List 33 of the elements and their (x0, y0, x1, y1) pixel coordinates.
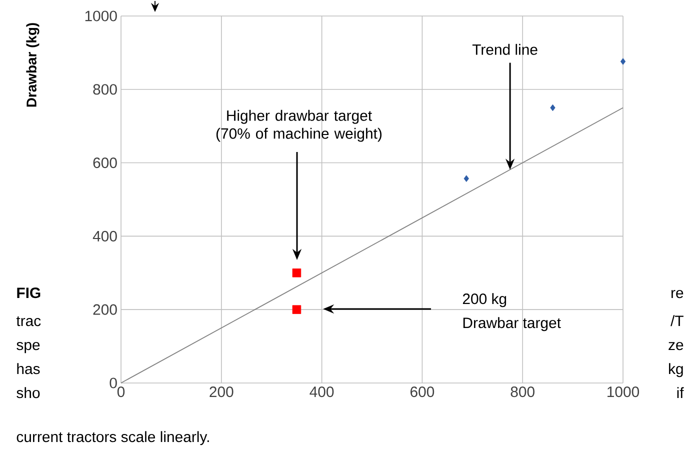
y-tick-label: 400 (92, 230, 117, 242)
y-tick-label: 200 (93, 304, 117, 315)
point (464, 175, 469, 182)
text: if (677, 387, 684, 398)
point (550, 104, 556, 112)
point (620, 58, 626, 65)
text: kg (669, 363, 683, 378)
y-axis-title: Drawbar (kg) (26, 23, 40, 107)
text: ze (668, 342, 684, 350)
y-tick-label: 1000 (85, 10, 117, 22)
text: sho (16, 387, 40, 398)
x-tick-label: 0 (117, 386, 125, 398)
annotation: 200 kg (462, 293, 506, 308)
point (292, 268, 302, 278)
annotation: Higher drawbar target (70% of machine weight) (216, 110, 382, 142)
text: FIG (17, 288, 40, 298)
y-tick-label: 0 (110, 378, 117, 388)
text: spe (16, 342, 40, 354)
x-tick-label: 200 (210, 386, 234, 398)
text: current tractors scale linearly. (16, 431, 209, 446)
x-tick-label: 400 (310, 386, 334, 398)
annotation: Drawbar target (463, 317, 561, 332)
text: /T (670, 315, 684, 326)
y-tick-label: 600 (93, 157, 117, 168)
x-tick-label: 600 (410, 386, 434, 398)
y-tick-label: 800 (93, 84, 117, 95)
x-tick-label: 800 (510, 386, 534, 398)
text: trac (16, 316, 41, 326)
text: has (17, 363, 40, 374)
annotation: Trend line (472, 44, 538, 55)
point (292, 305, 302, 314)
text: re (672, 290, 684, 298)
x-tick-label: 1000 (608, 386, 640, 398)
